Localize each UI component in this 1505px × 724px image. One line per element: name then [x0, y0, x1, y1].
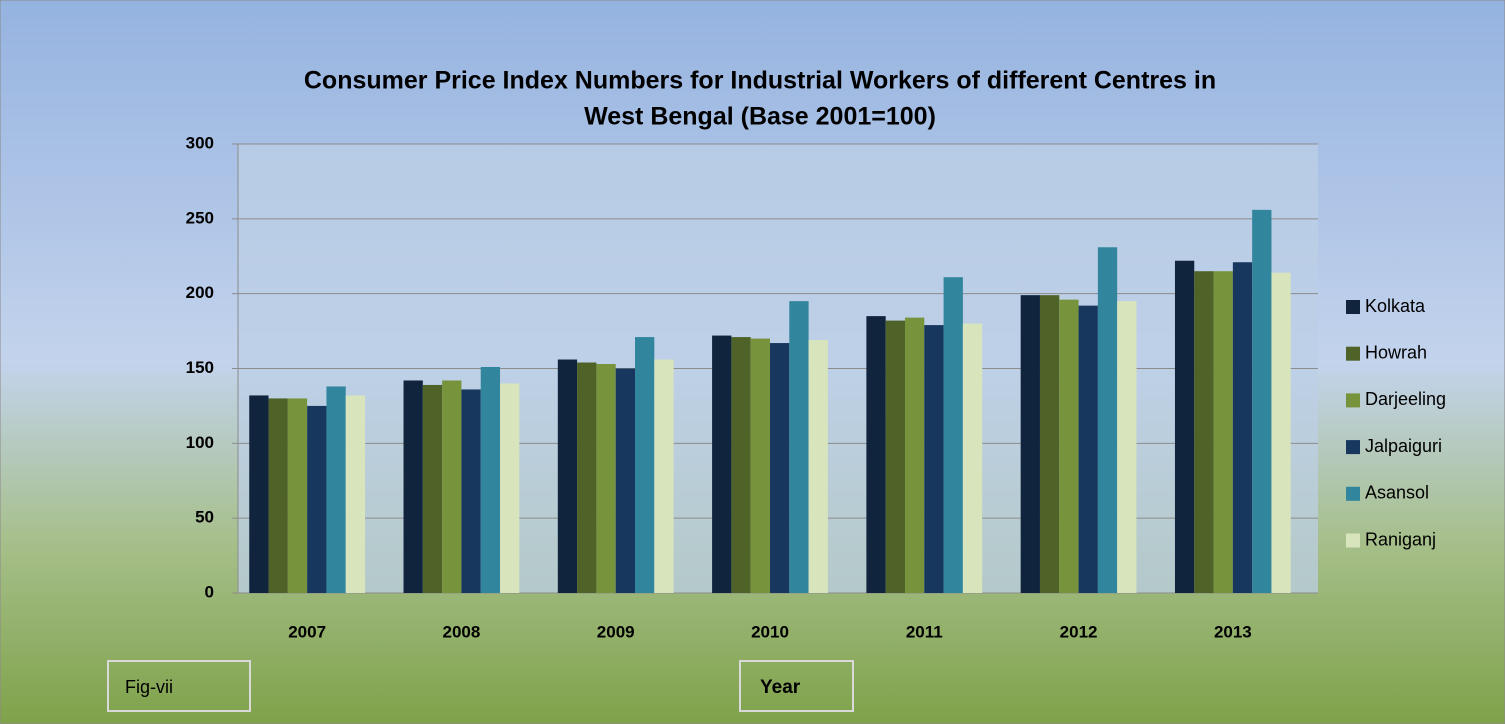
legend-swatch [1346, 346, 1360, 361]
bar [789, 301, 809, 593]
x-tick-label: 2012 [1060, 622, 1098, 641]
bar [287, 398, 308, 593]
x-tick-label: 2013 [1214, 622, 1252, 641]
bar [770, 343, 790, 593]
x-tick-label: 2009 [597, 622, 635, 641]
bar [924, 325, 944, 593]
bar [461, 389, 481, 593]
bar [596, 364, 616, 593]
x-label-box [739, 660, 854, 712]
y-tick-label: 50 [195, 508, 214, 527]
legend-label: Jalpaiguri [1365, 436, 1442, 456]
bar [808, 340, 828, 593]
bar [1117, 301, 1137, 593]
bar [577, 362, 597, 593]
bar [885, 320, 905, 593]
bar [249, 395, 269, 593]
bar [422, 384, 443, 593]
annotation-box [107, 660, 251, 712]
bar [480, 367, 501, 593]
legend-swatch [1346, 486, 1360, 501]
bar [1078, 305, 1098, 593]
legend-swatch [1346, 393, 1360, 408]
bar [615, 368, 636, 593]
bar [403, 380, 423, 593]
legend-swatch [1346, 533, 1360, 548]
bar [731, 337, 751, 593]
bar [1097, 247, 1118, 593]
bar [866, 316, 886, 593]
bar [1194, 271, 1214, 593]
bar [268, 398, 288, 593]
y-tick-label: 300 [186, 133, 214, 152]
x-tick-label: 2007 [288, 622, 326, 641]
bar [1059, 299, 1079, 593]
bar [962, 323, 983, 593]
legend-swatch [1346, 300, 1360, 314]
y-tick-label: 100 [186, 433, 214, 452]
bar [654, 359, 674, 593]
chart-title: West Bengal (Base 2001=100) [584, 103, 936, 131]
x-tick-label: 2008 [443, 622, 481, 641]
bar [345, 395, 366, 593]
bar [1213, 271, 1233, 593]
x-axis-label: Year [760, 677, 801, 698]
chart-title: Consumer Price Index Numbers for Industr… [304, 67, 1216, 95]
bar [712, 335, 732, 593]
y-tick-label: 0 [205, 582, 214, 601]
legend-label: Asansol [1365, 483, 1429, 503]
bar [557, 359, 578, 593]
bar [750, 338, 770, 593]
bar [1039, 295, 1060, 593]
bar [326, 386, 346, 593]
legend-label: Howrah [1365, 342, 1427, 362]
bar [442, 380, 462, 593]
legend-label: Kolkata [1365, 296, 1426, 316]
bar [307, 405, 327, 593]
legend-label: Raniganj [1365, 529, 1436, 549]
bar [1271, 272, 1291, 593]
bar [1252, 209, 1272, 593]
y-tick-label: 150 [186, 358, 214, 377]
x-tick-label: 2010 [751, 622, 789, 641]
annotation: Fig-vii [125, 677, 173, 697]
y-tick-label: 250 [186, 208, 214, 227]
y-tick-label: 200 [186, 283, 214, 302]
legend-swatch [1346, 440, 1360, 455]
bar [500, 383, 520, 593]
bar [943, 277, 963, 593]
bar [1232, 262, 1253, 593]
bar [1020, 295, 1040, 593]
bar [1174, 260, 1195, 593]
x-tick-label: 2011 [906, 622, 943, 641]
bar [635, 337, 655, 593]
bar [904, 317, 925, 593]
legend-label: Darjeeling [1365, 389, 1446, 409]
